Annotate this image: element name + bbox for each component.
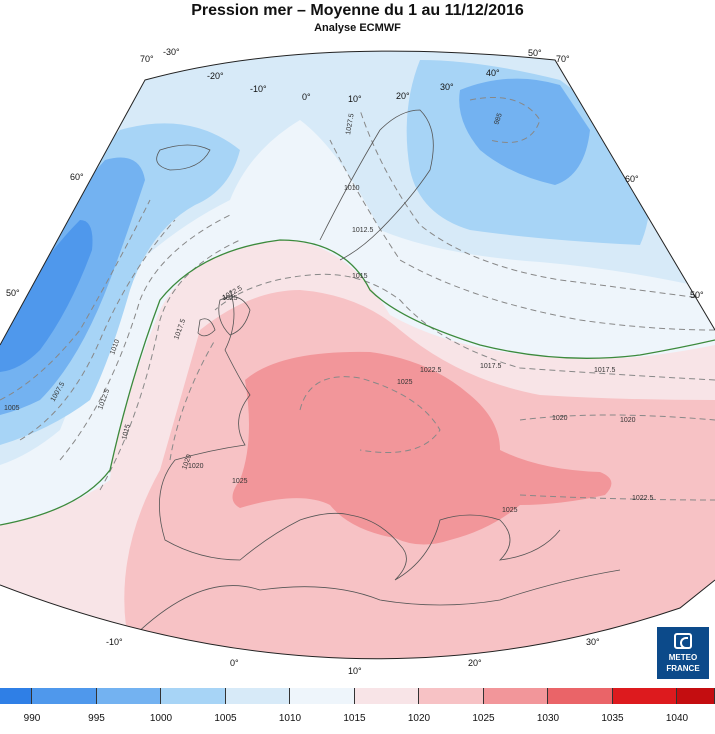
isobar: [0, 199, 151, 401]
coastline-iceland: [156, 144, 211, 171]
meridian-label: 10°: [348, 94, 362, 104]
isobar-label: 1022.5: [632, 495, 654, 502]
legend-swatch: [290, 688, 355, 704]
field-990-995: [0, 220, 93, 372]
color-legend-bar: [0, 688, 715, 704]
legend-swatch: [677, 688, 715, 704]
legend-swatch: [419, 688, 484, 704]
isobar-label: 1025: [397, 379, 413, 386]
legend-label: 1025: [472, 713, 495, 724]
meridian-label-bottom: -10°: [106, 637, 123, 647]
isobar: [99, 239, 241, 491]
isobar: [359, 109, 715, 301]
legend-label: 1015: [343, 713, 366, 724]
legend-label: 1005: [214, 713, 237, 724]
legend-swatch: [161, 688, 226, 704]
isobar-label: 1025: [232, 478, 248, 485]
logo-line1: METEO: [668, 653, 698, 662]
map-frame-top: [0, 50, 715, 346]
legend-swatch: [225, 688, 290, 704]
isobar-label: 1015: [352, 273, 368, 280]
isobar: [169, 339, 216, 461]
meridian-label: 50°: [528, 48, 542, 58]
coastline-mediterranean: [349, 514, 561, 581]
latitude-label-left: 60°: [70, 172, 84, 182]
meridian-label: 20°: [396, 91, 410, 101]
isobar: [469, 97, 541, 143]
latitude-label-right: 70°: [556, 54, 570, 64]
coastline-west-europe: [159, 289, 351, 561]
isobar-label: 1022.5: [420, 367, 442, 374]
meridian-label: 0°: [302, 92, 311, 102]
isobar-label: 985: [493, 112, 504, 125]
legend-label: 990: [23, 713, 41, 724]
map-title: Pression mer – Moyenne du 1 au 11/12/201…: [191, 2, 524, 19]
coastline-north-africa: [129, 569, 621, 641]
legend-swatch: [0, 688, 32, 704]
coastline-britain: [218, 296, 251, 336]
logo-icon: [674, 633, 692, 649]
meridian-label-bottom: 20°: [468, 658, 482, 668]
legend-swatch: [96, 688, 161, 704]
isobar-label: 1017.5: [594, 367, 616, 374]
isobar-label: 1027.5: [345, 113, 356, 135]
meridian-label: -30°: [163, 47, 180, 57]
isobar: [19, 219, 176, 441]
legend-swatch: [612, 688, 677, 704]
legend-swatch: [354, 688, 419, 704]
legend-label: 1010: [278, 713, 302, 724]
legend-swatch: [483, 688, 548, 704]
isobar-label: 1010: [344, 185, 360, 192]
isobar-label: 1020: [181, 454, 193, 471]
isobar-label: 1005: [4, 405, 20, 412]
latitude-label-right: 60°: [625, 174, 639, 184]
field-995-1000-east: [459, 78, 590, 185]
logo-line2: FRANCE: [666, 664, 700, 673]
coastlines: [129, 109, 621, 641]
isobar-label: 1025: [222, 295, 238, 302]
meridian-label-bottom: 0°: [230, 658, 239, 668]
isobar: [214, 273, 715, 381]
isobar-label: 1025: [502, 507, 518, 514]
isobar: [329, 139, 715, 331]
graticule-labels: -30° -20° -10° 0° 10° 20° 30° 40° 50° -1…: [6, 47, 704, 676]
coastline-scandinavia: [319, 109, 434, 261]
map-frame-bottom: [0, 579, 715, 660]
isobars: [0, 97, 715, 501]
isobar-label: 1015: [121, 424, 132, 441]
isobar-1015: [0, 239, 715, 526]
legend-label: 995: [88, 713, 105, 724]
field-1025-1030: [232, 351, 612, 545]
isobar: [299, 376, 441, 453]
meridian-label: -20°: [207, 71, 224, 81]
meridian-label-bottom: 10°: [348, 666, 362, 676]
legend-label: 1020: [407, 713, 431, 724]
legend-label: 1030: [536, 713, 560, 724]
isobar-label: 1012.5: [352, 227, 374, 234]
meridian-label-bottom: 30°: [586, 637, 600, 647]
legend-label: 1000: [149, 713, 173, 724]
latitude-label-left: 70°: [140, 54, 154, 64]
legend-label: 1040: [665, 713, 689, 724]
isobar-labels: 1005 1007.5 1010 1012.5 1015 1017.5 1020…: [4, 112, 654, 514]
legend-label: 1035: [601, 713, 624, 724]
meridian-label: -10°: [250, 84, 267, 94]
pressure-map: -30° -20° -10° 0° 10° 20° 30° 40° 50° -1…: [0, 47, 715, 676]
legend-swatch: [32, 688, 97, 704]
isobar-label: 1010: [109, 339, 121, 356]
isobar-label: 1020: [188, 463, 204, 470]
isobar-label: 1017.5: [480, 363, 502, 370]
map-subtitle: Analyse ECMWF: [314, 22, 401, 34]
legend-swatch: [548, 688, 613, 704]
meteo-france-logo: METEO FRANCE: [657, 627, 709, 679]
isobar-label: 1020: [620, 417, 636, 424]
isobar-label: 1020: [552, 415, 568, 422]
latitude-label-left: 50°: [6, 288, 20, 298]
coastline-ireland: [197, 318, 216, 337]
meridian-label: 40°: [486, 68, 500, 78]
latitude-label-right: 50°: [690, 290, 704, 300]
isobar: [519, 494, 715, 501]
meridian-label: 30°: [440, 82, 454, 92]
